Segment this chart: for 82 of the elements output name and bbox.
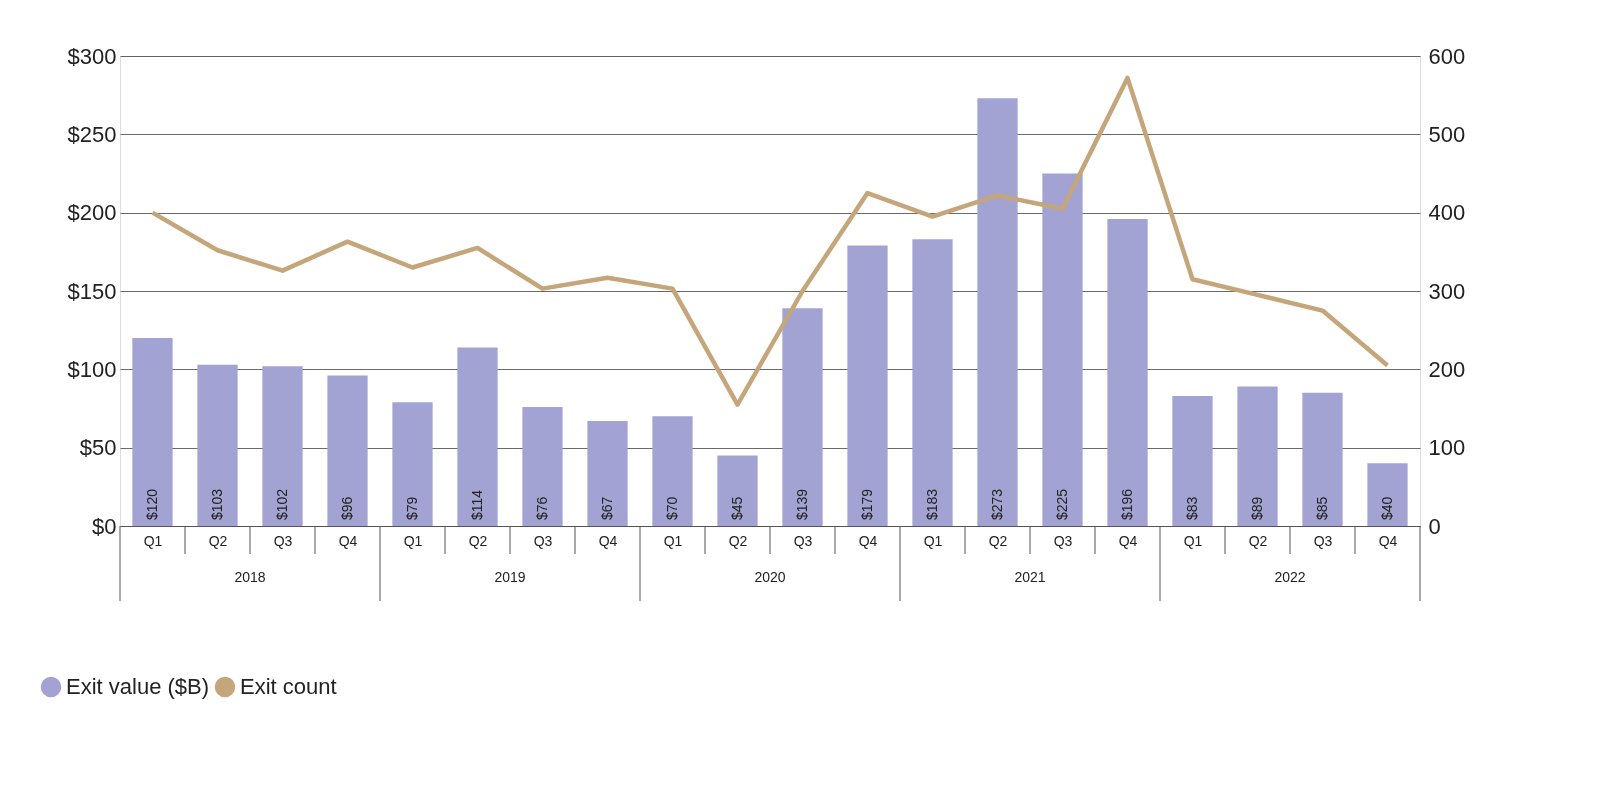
bar (652, 416, 693, 526)
y-tick-label: $200 (67, 200, 117, 226)
bar (1042, 173, 1083, 526)
bar (197, 364, 238, 526)
data-label: $45 (728, 496, 745, 520)
text: 2018 (234, 569, 266, 585)
x-tick-label: Q1 (923, 532, 943, 549)
data-label: $70 (663, 496, 680, 520)
bar (392, 402, 433, 526)
x-tick-label: Q2 (208, 532, 228, 549)
text: 2020 (754, 569, 786, 585)
data-label: $89 (1248, 496, 1265, 520)
data-label: $183 (923, 488, 940, 520)
y-tick-label: $300 (67, 43, 117, 69)
line-series (150, 75, 1390, 407)
x-tick-label: Q2 (988, 532, 1008, 549)
x-tick-label: Q1 (663, 532, 683, 549)
data-label: $83 (1183, 496, 1200, 520)
data-label: $120 (143, 488, 160, 520)
data-label: $102 (273, 488, 290, 520)
text: 2021 (1014, 569, 1046, 585)
x-tick-label: Q3 (533, 532, 553, 549)
data-label: $79 (403, 496, 420, 520)
data-label: $225 (1053, 488, 1070, 520)
y2-tick-label: 0 (1428, 513, 1441, 539)
x-tick-label: Q4 (1378, 532, 1398, 549)
data-label: $96 (338, 496, 355, 520)
bar (1302, 392, 1343, 526)
bar (132, 338, 173, 526)
y-tick-label: $0 (92, 513, 117, 539)
data-label: $40 (1378, 496, 1395, 520)
bar (782, 308, 823, 526)
bar (1107, 218, 1148, 526)
x-tick-label: Q3 (1053, 532, 1073, 549)
legend-label: Exit value ($B) (66, 674, 210, 699)
data-label: $67 (598, 496, 615, 520)
x-tick-label: Q3 (1313, 532, 1333, 549)
y2-tick-label: 100 (1428, 435, 1466, 461)
x-tick-label: Q4 (338, 532, 358, 549)
bar (1237, 386, 1278, 526)
y2-tick-label: 300 (1428, 278, 1466, 304)
y2-tick-label: 400 (1428, 200, 1466, 226)
data-label: $76 (533, 496, 550, 520)
x-tick-label: Q1 (403, 532, 423, 549)
y-tick-label: $100 (67, 356, 117, 382)
bar (977, 98, 1018, 526)
x-tick-label: Q4 (598, 532, 618, 549)
x-tick-label: Q1 (1183, 532, 1203, 549)
y2-tick-label: 200 (1428, 356, 1466, 382)
bar (522, 406, 563, 526)
x-tick-label: Q2 (1248, 532, 1268, 549)
bar (1172, 395, 1213, 526)
text: 2019 (494, 569, 526, 585)
y-tick-label: $50 (79, 435, 117, 461)
data-label: $85 (1313, 496, 1330, 520)
data-label: $196 (1118, 488, 1135, 520)
x-tick-label: Q1 (143, 532, 163, 549)
data-label: $179 (858, 488, 875, 520)
x-tick-label: Q3 (273, 532, 293, 549)
y2-tick-label: 600 (1428, 43, 1466, 69)
y-tick-label: $250 (67, 121, 117, 147)
bar (262, 366, 303, 526)
y2-tick-label: 500 (1428, 121, 1466, 147)
bar (587, 421, 628, 526)
bar (1367, 463, 1408, 526)
x-tick-label: Q2 (728, 532, 748, 549)
x-tick-label: Q4 (1118, 532, 1138, 549)
data-label: $114 (468, 489, 485, 520)
bar (717, 455, 758, 526)
x-tick-label: Q2 (468, 532, 488, 549)
legend-label: Exit count (240, 674, 337, 699)
bar (847, 245, 888, 526)
text: 2022 (1274, 569, 1306, 585)
data-label: $273 (988, 488, 1005, 520)
data-label: $139 (793, 488, 810, 520)
bar (327, 375, 368, 526)
x-tick-label: Q3 (793, 532, 813, 549)
y-tick-label: $150 (67, 278, 117, 304)
bar (457, 347, 498, 526)
bar (912, 239, 953, 526)
x-tick-label: Q4 (858, 532, 878, 549)
data-label: $103 (208, 488, 225, 520)
